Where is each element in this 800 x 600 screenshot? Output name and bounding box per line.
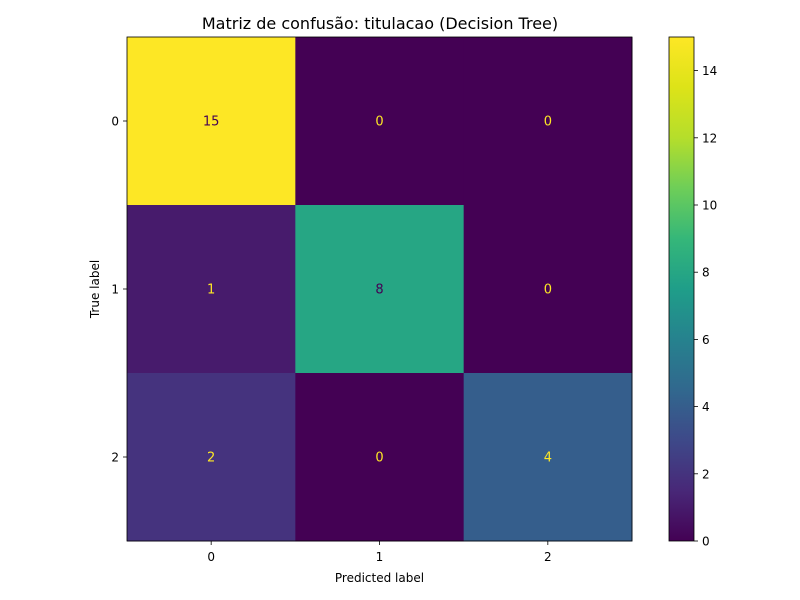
x-tick-label: 0 [207, 550, 215, 564]
cell-value-label: 0 [375, 115, 383, 130]
heatmap-cell [127, 373, 296, 542]
cell-value-label: 1 [207, 283, 215, 298]
x-tick-label: 1 [376, 550, 384, 564]
cell-value-label: 15 [203, 115, 220, 130]
heatmap-cell [127, 37, 296, 206]
cell-value-label: 0 [544, 115, 552, 130]
chart-title: Matriz de confusão: titulacao (Decision … [202, 14, 558, 33]
y-axis-label: True label [88, 260, 102, 319]
colorbar-tick-label: 0 [702, 535, 710, 549]
cell-annotations: 15 0 0 1 8 0 2 0 4 [203, 115, 552, 466]
cell-value-label: 2 [207, 451, 215, 466]
colorbar [668, 36, 695, 542]
colorbar-tick-label: 14 [702, 64, 717, 78]
colorbar-tick-label: 6 [702, 333, 710, 347]
colorbar-tick-label: 8 [702, 266, 710, 280]
cell-value-label: 4 [544, 451, 552, 466]
cell-value-label: 8 [375, 283, 383, 298]
y-tick-label: 2 [111, 451, 119, 465]
heatmap-cells [127, 37, 633, 542]
x-tick-label: 2 [544, 550, 552, 564]
colorbar-tick-label: 2 [702, 467, 710, 481]
x-axis-label: Predicted label [335, 571, 424, 585]
x-axis-ticks: 0 1 2 [207, 541, 552, 564]
heatmap-cell [295, 373, 465, 542]
colorbar-tick-label: 10 [702, 199, 717, 213]
colorbar-tick-label: 12 [702, 131, 717, 145]
heatmap-cell [295, 37, 465, 206]
y-tick-label: 0 [111, 115, 119, 129]
colorbar-ticks: 0 2 4 6 8 10 12 14 [694, 64, 717, 549]
y-axis-ticks: 0 1 2 [111, 115, 127, 465]
heatmap-cell [463, 373, 633, 542]
colorbar-tick-label: 4 [702, 400, 710, 414]
heatmap-cell [463, 37, 633, 206]
cell-value-label: 0 [375, 451, 383, 466]
cell-value-label: 0 [544, 283, 552, 298]
heatmap-cell [463, 205, 633, 374]
y-tick-label: 1 [111, 283, 119, 297]
heatmap-cell [127, 205, 296, 374]
heatmap-cell [295, 205, 465, 374]
